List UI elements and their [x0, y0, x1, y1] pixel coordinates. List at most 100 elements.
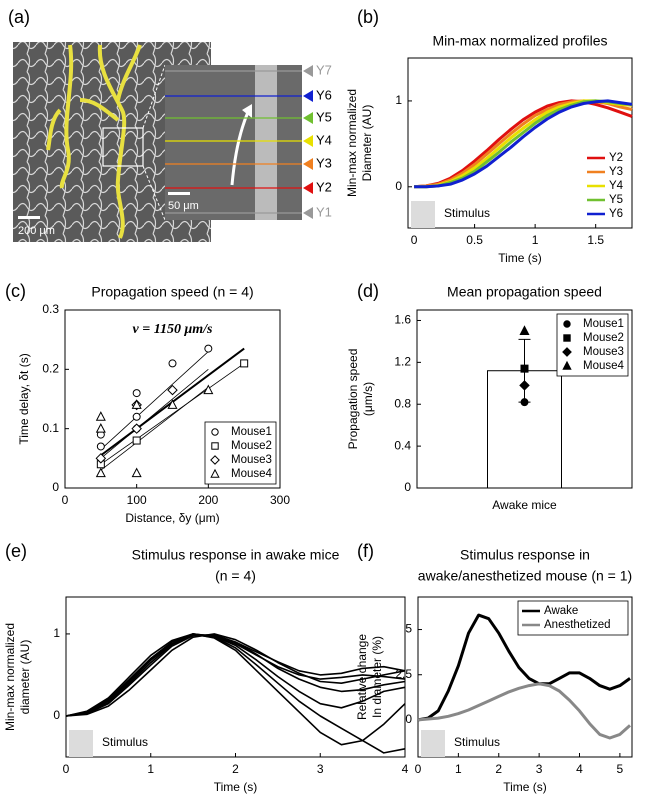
y-tick-label: 0.3: [42, 302, 59, 316]
series-line: [414, 101, 632, 187]
position-marker: [303, 207, 313, 219]
y-tick-label: 1.6: [394, 313, 411, 327]
marker: [564, 321, 570, 327]
chart-title: Min-max normalized profiles: [432, 33, 607, 49]
marker: [97, 412, 105, 420]
position-marker: [303, 182, 313, 194]
plot-frame: [408, 58, 632, 228]
x-tick-label: 0.5: [466, 233, 483, 247]
fit-annotation: v = 1150 μm/s: [133, 322, 213, 337]
y-axis-label: (μm/s): [361, 382, 375, 416]
marker: [133, 390, 140, 397]
scale-label: 200 μm: [18, 225, 55, 237]
position-label: Y7: [316, 62, 332, 77]
marker: [241, 360, 248, 367]
marker: [97, 443, 104, 450]
marker: [97, 469, 105, 477]
x-tick-label: 100: [127, 493, 147, 507]
y-tick-label: 1.2: [394, 355, 411, 369]
scale-bar: [18, 216, 40, 219]
image-panel: [13, 42, 302, 242]
legend-label: Anesthetized: [544, 619, 611, 631]
y-tick-label: 0: [395, 179, 402, 193]
y-axis-label: In diameter (%): [370, 636, 384, 718]
x-axis-label: Distance, δy (μm): [125, 511, 219, 525]
panel-label: (f): [357, 541, 374, 561]
panel-label: (e): [5, 541, 27, 561]
x-tick-label: 0: [63, 762, 70, 776]
series-line: [414, 101, 632, 187]
y-tick-label: 0: [53, 708, 60, 722]
chart-title: Stimulus response in: [460, 547, 590, 563]
panel-label: (d): [357, 281, 379, 301]
x-tick-label: 2: [232, 762, 239, 776]
legend-label: Mouse4: [583, 360, 625, 372]
x-tick-label: 200: [198, 493, 218, 507]
legend-label: Mouse1: [231, 426, 272, 438]
y-axis-label: Time delay, δt (s): [17, 353, 31, 444]
position-label: Y4: [316, 132, 332, 147]
position-marker: [303, 90, 313, 102]
legend-label: Y2: [609, 152, 623, 164]
x-tick-label: 3: [317, 762, 324, 776]
legend-label: Mouse2: [231, 440, 272, 452]
x-tick-label: 300: [270, 493, 290, 507]
marker: [132, 469, 140, 477]
y-axis-label: Diameter (AU): [360, 105, 374, 182]
figure: (a)200 μm50 μmY7Y6Y5Y4Y3Y2Y1(b)Min-max n…: [0, 0, 647, 797]
y-tick-label: 0: [404, 480, 411, 494]
chart-title: (n = 4): [215, 568, 256, 584]
y-axis-label: Min-max normalized: [3, 623, 17, 731]
plot-frame: [66, 597, 405, 757]
position-label: Y5: [316, 109, 332, 124]
x-tick-label: 0: [415, 762, 422, 776]
x-tick-label: 1: [455, 762, 462, 776]
page: (a)200 μm50 μmY7Y6Y5Y4Y3Y2Y1(b)Min-max n…: [0, 0, 647, 797]
y-tick-label: 0: [405, 712, 412, 726]
inset-image: [165, 65, 302, 220]
y-axis-label: Propagation speed: [346, 349, 360, 450]
position-label: Y2: [316, 179, 332, 194]
x-axis-label: Time (s): [498, 251, 542, 265]
y-tick-label: 2.5: [395, 667, 412, 681]
x-axis-label: Time (s): [503, 780, 547, 794]
scale-label: 50 μm: [168, 200, 199, 212]
x-tick-label: 0: [62, 493, 69, 507]
series-line: [414, 101, 632, 187]
x-tick-label: 0: [411, 233, 418, 247]
fit-line: [101, 387, 208, 470]
y-tick-label: 0.8: [394, 396, 411, 410]
x-axis-label: Time (s): [214, 780, 258, 794]
x-tick-label: Awake mice: [492, 498, 557, 512]
y-tick-label: 0: [52, 480, 59, 494]
legend-label: Mouse3: [231, 454, 272, 466]
legend-label: Awake: [544, 605, 578, 617]
legend-label: Mouse2: [583, 332, 624, 344]
x-tick-label: 1: [147, 762, 154, 776]
x-tick-label: 1.5: [587, 233, 604, 247]
stimulus-label: Stimulus: [444, 206, 490, 220]
panel-label: (a): [8, 7, 30, 27]
series-line: [418, 684, 630, 738]
stimulus-box: [69, 730, 93, 757]
series-line: [66, 634, 405, 716]
legend-label: Mouse3: [583, 346, 624, 358]
legend-label: Y3: [609, 166, 623, 178]
legend-label: Mouse1: [583, 318, 624, 330]
y-tick-label: 5: [405, 622, 412, 636]
chart-title: Stimulus response in awake mice: [132, 547, 340, 563]
y-axis-label: diameter (AU): [18, 640, 32, 715]
x-tick-label: 4: [402, 762, 409, 776]
position-label: Y1: [316, 204, 332, 219]
x-tick-label: 4: [576, 762, 583, 776]
x-tick-label: 2: [495, 762, 502, 776]
fit-line: [101, 369, 208, 458]
x-tick-label: 3: [536, 762, 543, 776]
position-marker: [303, 158, 313, 170]
panel-label: (c): [5, 281, 26, 301]
legend-label: Y5: [609, 194, 623, 206]
marker: [133, 437, 140, 444]
marker: [212, 443, 218, 449]
y-tick-label: 1: [53, 626, 60, 640]
position-marker: [303, 65, 313, 77]
